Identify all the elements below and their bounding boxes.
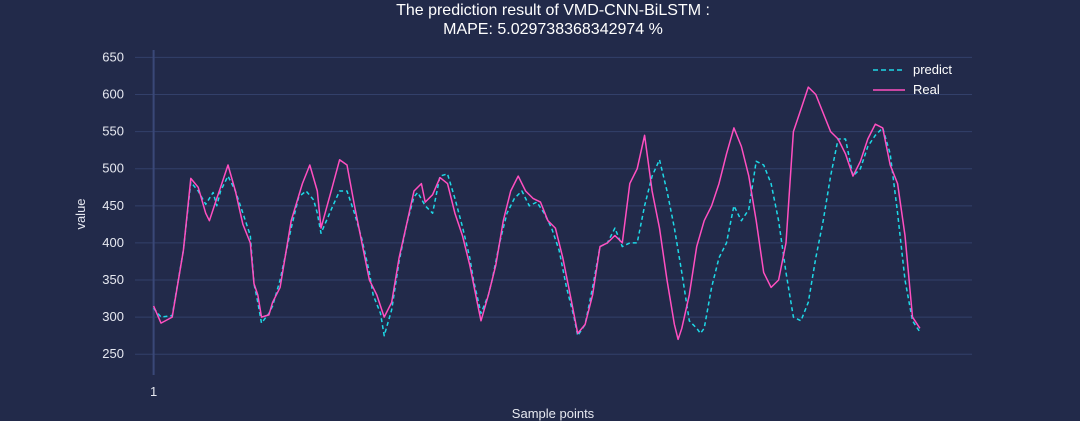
y-tick-label: 300 xyxy=(102,309,124,324)
x-tick-labels: 1 xyxy=(150,384,157,399)
y-tick-label: 550 xyxy=(102,124,124,139)
y-tick-labels: 250 300 350 400 450 500 550 600 650 xyxy=(102,49,124,361)
legend-real-label: Real xyxy=(913,82,940,97)
x-tick-label: 1 xyxy=(150,384,157,399)
series-line-real[interactable] xyxy=(152,86,921,341)
y-tick-label: 650 xyxy=(102,49,124,64)
grid-lines xyxy=(135,50,972,375)
y-tick-label: 250 xyxy=(102,346,124,361)
y-tick-label: 450 xyxy=(102,198,124,213)
y-tick-label: 500 xyxy=(102,161,124,176)
y-tick-label: 400 xyxy=(102,235,124,250)
series-layer xyxy=(152,86,921,341)
series-line-predict[interactable] xyxy=(153,127,921,337)
chart-title-line-2: MAPE: 5.029738368342974 % xyxy=(443,21,663,38)
y-tick-label: 350 xyxy=(102,272,124,287)
y-tick-label: 600 xyxy=(102,87,124,102)
legend[interactable]: predict Real xyxy=(873,62,952,97)
x-axis-label: Sample points xyxy=(512,406,595,421)
y-axis-label: value xyxy=(73,198,88,229)
legend-predict-label: predict xyxy=(913,62,952,77)
chart-title-line-1: The prediction result of VMD-CNN-BiLSTM … xyxy=(396,2,710,19)
